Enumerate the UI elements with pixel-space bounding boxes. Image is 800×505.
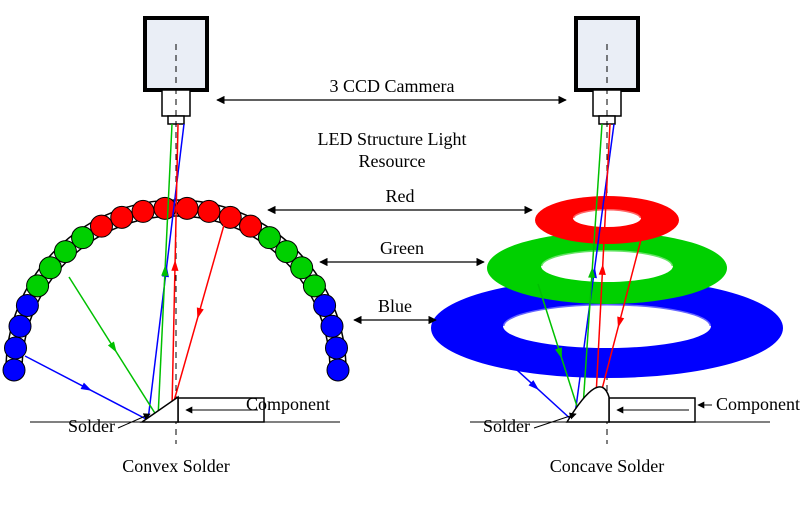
led-dot: [198, 200, 220, 222]
label-blue: Blue: [378, 296, 412, 316]
label-ccd: 3 CCD Cammera: [330, 76, 455, 96]
label-concave: Concave Solder: [550, 456, 664, 476]
led-dot: [111, 206, 133, 228]
led-ring: [535, 196, 679, 244]
solder-concave: [567, 387, 609, 422]
led-dot: [5, 337, 27, 359]
led-dot: [16, 294, 38, 316]
led-dot: [314, 294, 336, 316]
label-component: Component: [716, 394, 800, 414]
led-dot: [9, 315, 31, 337]
diagram-canvas: 3 CCD Cammera LED Structure LightResource…: [0, 0, 800, 505]
led-dot: [3, 359, 25, 381]
led-dot: [90, 215, 112, 237]
label-led-title: LED Structure Light: [318, 129, 467, 149]
label-convex: Convex Solder: [122, 456, 230, 476]
label-solder: Solder: [68, 416, 115, 436]
led-dot: [325, 337, 347, 359]
led-dot: [27, 275, 49, 297]
label-green: Green: [380, 238, 424, 258]
label-led-title: Resource: [359, 151, 426, 171]
led-dot: [219, 206, 241, 228]
led-dot: [327, 359, 349, 381]
led-dot: [72, 227, 94, 249]
label-component: Component: [246, 394, 330, 414]
label-solder: Solder: [483, 416, 530, 436]
led-dot: [176, 197, 198, 219]
led-dot: [291, 257, 313, 279]
label-red: Red: [386, 186, 415, 206]
led-dot: [303, 275, 325, 297]
led-dot: [321, 315, 343, 337]
led-dot: [132, 200, 154, 222]
led-dot: [240, 215, 262, 237]
